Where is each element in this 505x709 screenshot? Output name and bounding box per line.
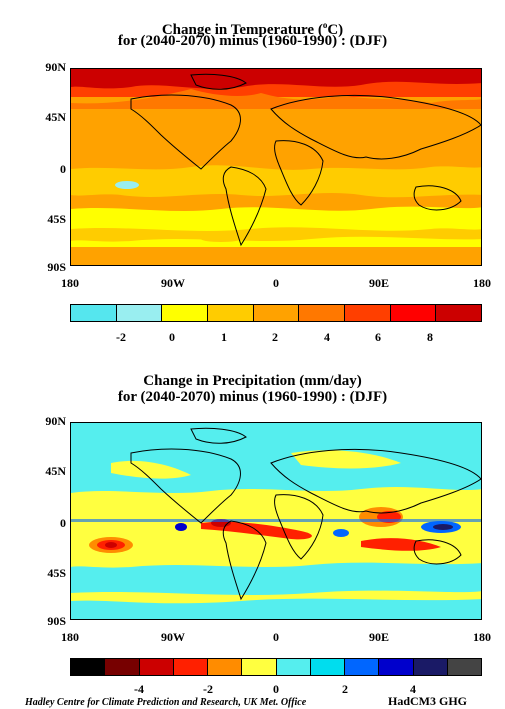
- precipitation-colorbar-tick: -2: [203, 682, 213, 696]
- precipitation-colorbar-swatch: [310, 659, 345, 675]
- temperature-colorbar-swatch: [208, 305, 254, 321]
- precipitation-map: [70, 422, 482, 620]
- precipitation-colorbar-swatch: [208, 659, 243, 675]
- precipitation-colorbar-swatch: [139, 659, 174, 675]
- precipitation-colorbar-swatch: [345, 659, 380, 675]
- precipitation-lat-label: 90S: [47, 614, 66, 628]
- temperature-lat-label: 45N: [45, 110, 66, 124]
- credit-text: Hadley Centre for Climate Prediction and…: [25, 697, 307, 708]
- precipitation-colorbar: [70, 658, 482, 676]
- precipitation-lon-label: 90E: [368, 630, 389, 644]
- temperature-colorbar-swatch: [253, 305, 300, 321]
- temperature-lon-label: 0: [273, 276, 279, 290]
- temperature-colorbar-swatch: [116, 305, 163, 321]
- precipitation-lon-label: 90W: [161, 630, 185, 644]
- temperature-colorbar-tick: 2: [272, 330, 278, 344]
- precipitation-colorbar-tick: -4: [134, 682, 144, 696]
- precipitation-colorbar-tick: 2: [342, 682, 348, 696]
- temperature-colorbar-swatch: [299, 305, 346, 321]
- temperature-colorbar-tick: -2: [116, 330, 126, 344]
- temperature-colorbar-tick: 0: [169, 330, 175, 344]
- precipitation-title: Change in Precipitation (mm/day): [143, 373, 362, 389]
- temperature-colorbar-tick: 4: [324, 330, 330, 344]
- temperature-colorbar-tick: 8: [427, 330, 433, 344]
- precipitation-colorbar-swatch: [447, 659, 481, 675]
- precipitation-lat-label: 45N: [45, 464, 66, 478]
- temperature-colorbar-swatch: [436, 305, 482, 321]
- temperature-colorbar-tick: 6: [375, 330, 381, 344]
- temperature-lat-label: 90S: [47, 260, 66, 274]
- temperature-lon-label: 90W: [161, 276, 185, 290]
- temperature-lon-label: 90E: [368, 276, 389, 290]
- precipitation-colorbar-swatch: [276, 659, 311, 675]
- precipitation-colorbar-swatch: [413, 659, 448, 675]
- temperature-colorbar-swatch: [71, 305, 117, 321]
- temperature-colorbar-swatch: [390, 305, 437, 321]
- precipitation-lat-label: 0: [60, 516, 66, 530]
- temperature-colorbar-swatch: [162, 305, 209, 321]
- precipitation-colorbar-swatch: [379, 659, 414, 675]
- precipitation-colorbar-swatch: [71, 659, 106, 675]
- temperature-map: [70, 68, 482, 266]
- precipitation-colorbar-swatch: [173, 659, 208, 675]
- precipitation-lat-label: 45S: [47, 566, 66, 580]
- precipitation-lon-label: 0: [273, 630, 279, 644]
- temperature-lon-label: 180: [473, 276, 491, 290]
- precipitation-colorbar-tick: 0: [273, 682, 279, 696]
- precipitation-lon-label: 180: [61, 630, 79, 644]
- precipitation-subtitle: for (2040-2070) minus (1960-1990) : (DJF…: [117, 389, 388, 405]
- temperature-map-field: [71, 69, 481, 265]
- precipitation-lat-label: 90N: [45, 414, 66, 428]
- precipitation-map-field: [71, 423, 481, 619]
- precipitation-colorbar-swatch: [242, 659, 277, 675]
- temperature-lat-label: 45S: [47, 212, 66, 226]
- precipitation-colorbar-tick: 4: [410, 682, 416, 696]
- temperature-colorbar-swatch: [345, 305, 391, 321]
- temperature-colorbar-tick: 1: [221, 330, 227, 344]
- temperature-lat-label: 90N: [45, 60, 66, 74]
- model-label: HadCM3 GHG: [388, 694, 468, 708]
- precipitation-lon-label: 180: [473, 630, 491, 644]
- temperature-subtitle: for (2040-2070) minus (1960-1990) : (DJF…: [117, 33, 388, 49]
- temperature-lat-label: 0: [60, 162, 66, 176]
- precipitation-colorbar-swatch: [105, 659, 140, 675]
- temperature-colorbar: [70, 304, 482, 322]
- temperature-lon-label: 180: [61, 276, 79, 290]
- temperature-title: Change in Temperature (oC): [161, 20, 344, 38]
